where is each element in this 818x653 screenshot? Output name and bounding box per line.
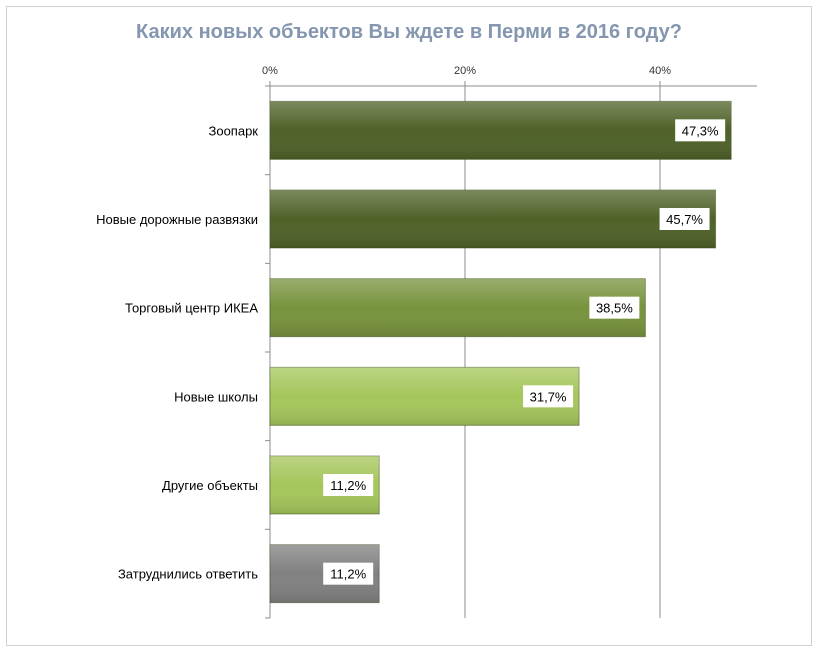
data-label-box — [675, 119, 726, 142]
bar-shading — [270, 101, 732, 160]
x-tick-label: 0% — [262, 65, 278, 77]
data-label-box — [659, 208, 710, 230]
data-label-box — [323, 474, 374, 496]
data-label: 38,5% — [596, 301, 633, 316]
category-label: Новые дорожные развязки — [96, 212, 258, 227]
data-label: 45,7% — [666, 212, 703, 227]
x-tick-label: 20% — [454, 65, 476, 77]
data-label-box — [523, 385, 574, 408]
data-label: 11,2% — [330, 478, 366, 493]
x-tick-label: 40% — [649, 65, 671, 77]
category-label: Новые школы — [174, 389, 258, 404]
data-label: 47,3% — [682, 123, 719, 138]
category-label: Торговый центр ИКЕА — [125, 301, 258, 316]
bar-shading — [270, 278, 646, 337]
data-label-box — [589, 296, 640, 319]
data-label: 11,2% — [330, 567, 366, 582]
data-label-box — [323, 562, 374, 585]
category-label: Затруднились ответить — [118, 567, 258, 582]
data-label: 31,7% — [530, 389, 567, 404]
bar-shading — [270, 190, 716, 248]
category-label: Зоопарк — [209, 123, 259, 138]
category-label: Другие объекты — [162, 478, 258, 493]
chart-title: Каких новых объектов Вы ждете в Перми в … — [136, 21, 682, 43]
